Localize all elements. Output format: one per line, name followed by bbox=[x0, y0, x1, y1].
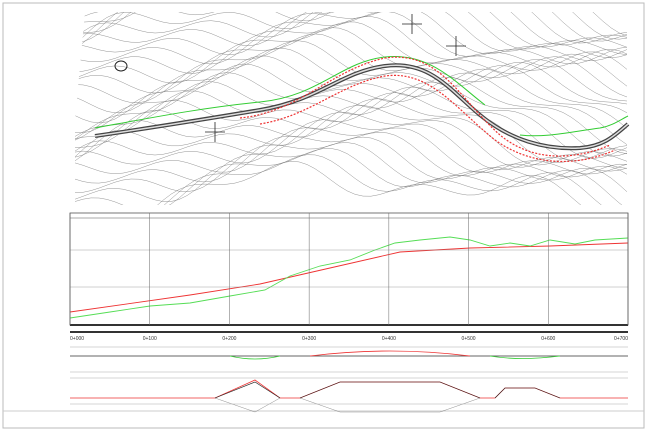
contour bbox=[75, 148, 628, 205]
contour bbox=[75, 81, 628, 157]
station-label: 0+200 bbox=[222, 336, 236, 342]
station-label: 0+600 bbox=[541, 336, 555, 342]
contour bbox=[75, 98, 628, 163]
contour bbox=[75, 161, 628, 205]
station-label: 0+700 bbox=[614, 336, 628, 342]
contour bbox=[75, 92, 628, 161]
contour bbox=[75, 77, 628, 154]
contour bbox=[75, 21, 628, 84]
contour bbox=[75, 136, 628, 193]
contour bbox=[75, 12, 628, 65]
green-edge bbox=[519, 115, 629, 137]
contour bbox=[75, 12, 628, 55]
station-label: 0+000 bbox=[70, 336, 84, 342]
plan-view bbox=[75, 12, 630, 205]
contour bbox=[75, 12, 628, 59]
contour bbox=[75, 33, 628, 104]
green-edge bbox=[94, 55, 486, 129]
contours bbox=[75, 12, 628, 205]
station-label: 0+300 bbox=[302, 336, 316, 342]
superelevation-strip bbox=[70, 346, 628, 373]
contour bbox=[75, 105, 628, 166]
contour bbox=[75, 55, 628, 133]
design-grade-line bbox=[69, 242, 629, 313]
crosshairs bbox=[205, 14, 466, 142]
profile-view: 0+000 0+100 0+200 0+300 0+400 0+500 0+600 0+700 bbox=[69, 212, 629, 342]
contour bbox=[75, 119, 628, 172]
curvature-strip bbox=[70, 377, 628, 413]
contour bbox=[75, 142, 628, 202]
contour bbox=[75, 12, 628, 61]
red-edge bbox=[239, 56, 611, 157]
station-label: 0+100 bbox=[143, 336, 157, 342]
contour bbox=[75, 47, 628, 124]
contour bbox=[75, 72, 628, 145]
ground-line bbox=[69, 236, 629, 319]
station-label: 0+500 bbox=[462, 336, 476, 342]
contour bbox=[75, 112, 628, 169]
contour bbox=[75, 12, 628, 49]
contour bbox=[75, 27, 628, 94]
road-inner bbox=[94, 64, 629, 149]
station-label: 0+400 bbox=[382, 336, 396, 342]
symbol bbox=[114, 60, 128, 72]
contour bbox=[75, 86, 628, 159]
contour bbox=[75, 12, 628, 44]
station-labels: 0+000 0+100 0+200 0+300 0+400 0+500 0+600 0+700 bbox=[70, 336, 628, 342]
contour bbox=[75, 16, 628, 74]
contour bbox=[75, 127, 628, 175]
